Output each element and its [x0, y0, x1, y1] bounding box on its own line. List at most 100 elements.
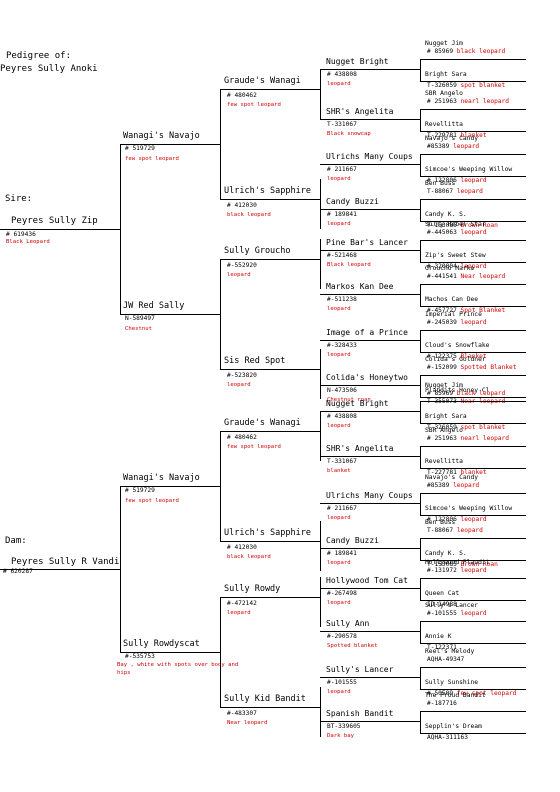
gen5-reg-color: T-326059 spot blanket [427, 82, 506, 89]
gen5-line [420, 538, 526, 539]
gen5-line [420, 600, 526, 601]
gen5-color: blanket [456, 132, 487, 139]
gen3-color: Near leopard [227, 720, 268, 726]
gen5-name: Bright Sara [425, 413, 467, 420]
gen4-line [320, 340, 420, 341]
gen3-line [220, 369, 320, 370]
gen5-reg-color: T-122371 [427, 644, 457, 651]
gen4-name: Pine Bar's Lancer [326, 238, 408, 247]
horse-name-title: Peyres Sully Anoki [0, 64, 98, 74]
gen3-name: Ulrich's Sapphire [224, 186, 311, 196]
gen2-name: Wanagi's Navajo [123, 131, 200, 141]
gen4-color: leopard [327, 600, 351, 606]
dam-name: Peyres Sully R Vandi [11, 557, 120, 567]
gen5-color: leopard [449, 143, 480, 150]
gen4-name: Hollywood Tom Cat [326, 576, 408, 585]
gen3-bracket [320, 521, 321, 571]
gen4-line [320, 250, 420, 251]
gen5-reg: #-320004 [427, 263, 457, 270]
gen4-line [320, 721, 420, 722]
gen5-reg-color: AQHA-311163 [427, 734, 468, 741]
gen5-reg: #-50509 [427, 690, 454, 697]
gen5-reg-color: #-457727 Spot Blanket [427, 307, 505, 314]
gen4-line [320, 294, 420, 295]
gen5-reg-color: #-131972 leopard [427, 567, 487, 574]
gen5-color: leopard [456, 263, 487, 270]
gen4-color: leopard [327, 221, 351, 227]
gen5-line [420, 109, 526, 110]
dam-label: Dam: [5, 536, 27, 546]
gen4-bracket [420, 538, 421, 560]
gen5-line [420, 221, 526, 222]
gen5-color: leopard [456, 177, 487, 184]
gen5-color: Brown Roan [456, 222, 498, 229]
gen3-color: leopard [227, 382, 251, 388]
gen3-name: Sully Groucho [224, 246, 291, 256]
gen5-reg-color: T-88067 leopard [427, 527, 483, 534]
gen4-reg: T-331067 [327, 121, 357, 128]
gen5-reg-color: #85389 leopard [427, 143, 480, 150]
gen5-name: Sully Sunshine [425, 679, 479, 686]
gen5-line [420, 330, 526, 331]
gen2-name: JW Red Sally [123, 301, 185, 311]
gen4-reg: # 189841 [327, 211, 357, 218]
gen4-reg: #-290578 [327, 633, 357, 640]
gen5-name: Simcoe's Weeping Willow [425, 166, 513, 173]
gen3-color: leopard [227, 272, 251, 278]
gen4-name: Sully Ann [326, 619, 370, 628]
gen2-color: Chestnut [125, 326, 152, 332]
gen5-name: Candy K. S. [425, 211, 467, 218]
gen4-bracket [420, 578, 421, 600]
gen5-line [420, 131, 526, 132]
gen5-line [420, 240, 526, 241]
gen2-line [120, 144, 220, 145]
gen5-reg: #85389 [427, 143, 450, 150]
gen5-name: Nugget Jim [425, 40, 463, 47]
gen5-reg: AQHA-311163 [427, 734, 468, 741]
gen2-reg: # 519729 [125, 145, 155, 152]
gen5-line [420, 493, 526, 494]
gen5-line [420, 733, 526, 734]
sire-bracket [120, 144, 121, 314]
gen5-reg: # 122806 [427, 516, 457, 523]
gen4-name: Candy Buzzi [326, 536, 379, 545]
gen2-bracket [220, 431, 221, 541]
dam-reg: # 620287 [3, 568, 33, 575]
gen4-reg: # 189841 [327, 550, 357, 557]
gen5-reg-color: #-101555 leopard [427, 610, 487, 617]
gen4-name: Spanish Bandit [326, 709, 394, 718]
gen3-reg: #-552920 [227, 262, 257, 269]
gen5-reg-color: # 251963 nearl leopard [427, 435, 509, 442]
gen3-reg: # 480462 [227, 434, 257, 441]
gen5-color: spot blanket [456, 424, 506, 431]
gen5-color: black leopard [453, 48, 506, 55]
gen2-name: Wanagi's Navajo [123, 473, 200, 483]
sire-color: Black Leopard [6, 239, 50, 245]
gen5-reg: #-122375 [427, 353, 457, 360]
gen5-reg-color: T-153085 Brown Roan [427, 222, 498, 229]
gen5-reg: #-152099 [427, 364, 457, 371]
gen5-color: spot blanket [456, 82, 506, 89]
gen5-reg: T-227781 [427, 469, 457, 476]
gen4-line [320, 209, 420, 210]
gen4-line [320, 164, 420, 165]
gen3-reg: #-472142 [227, 600, 257, 607]
gen4-reg: #-267498 [327, 590, 357, 597]
gen4-reg: # 438808 [327, 413, 357, 420]
gen5-name: Bright Sara [425, 71, 467, 78]
gen3-reg: # 480462 [227, 92, 257, 99]
gen4-line [320, 456, 420, 457]
gen5-line [420, 468, 526, 469]
gen5-name: Nugget Jim [425, 382, 463, 389]
gen5-name: Ben Buss [425, 180, 456, 187]
gen3-reg: # 412030 [227, 202, 257, 209]
gen4-name: Nugget Bright [326, 57, 389, 66]
gen5-line [420, 59, 526, 60]
gen3-line [220, 259, 320, 260]
gen5-reg-color: #-320004 leopard [427, 263, 487, 270]
gen3-line [220, 541, 320, 542]
gen5-reg-color: # 85969 black leopard [427, 390, 505, 397]
gen5-name: Sepplin's Dream [425, 723, 482, 730]
gen5-color: leopard [456, 319, 487, 326]
gen5-reg: # 251963 [427, 435, 457, 442]
